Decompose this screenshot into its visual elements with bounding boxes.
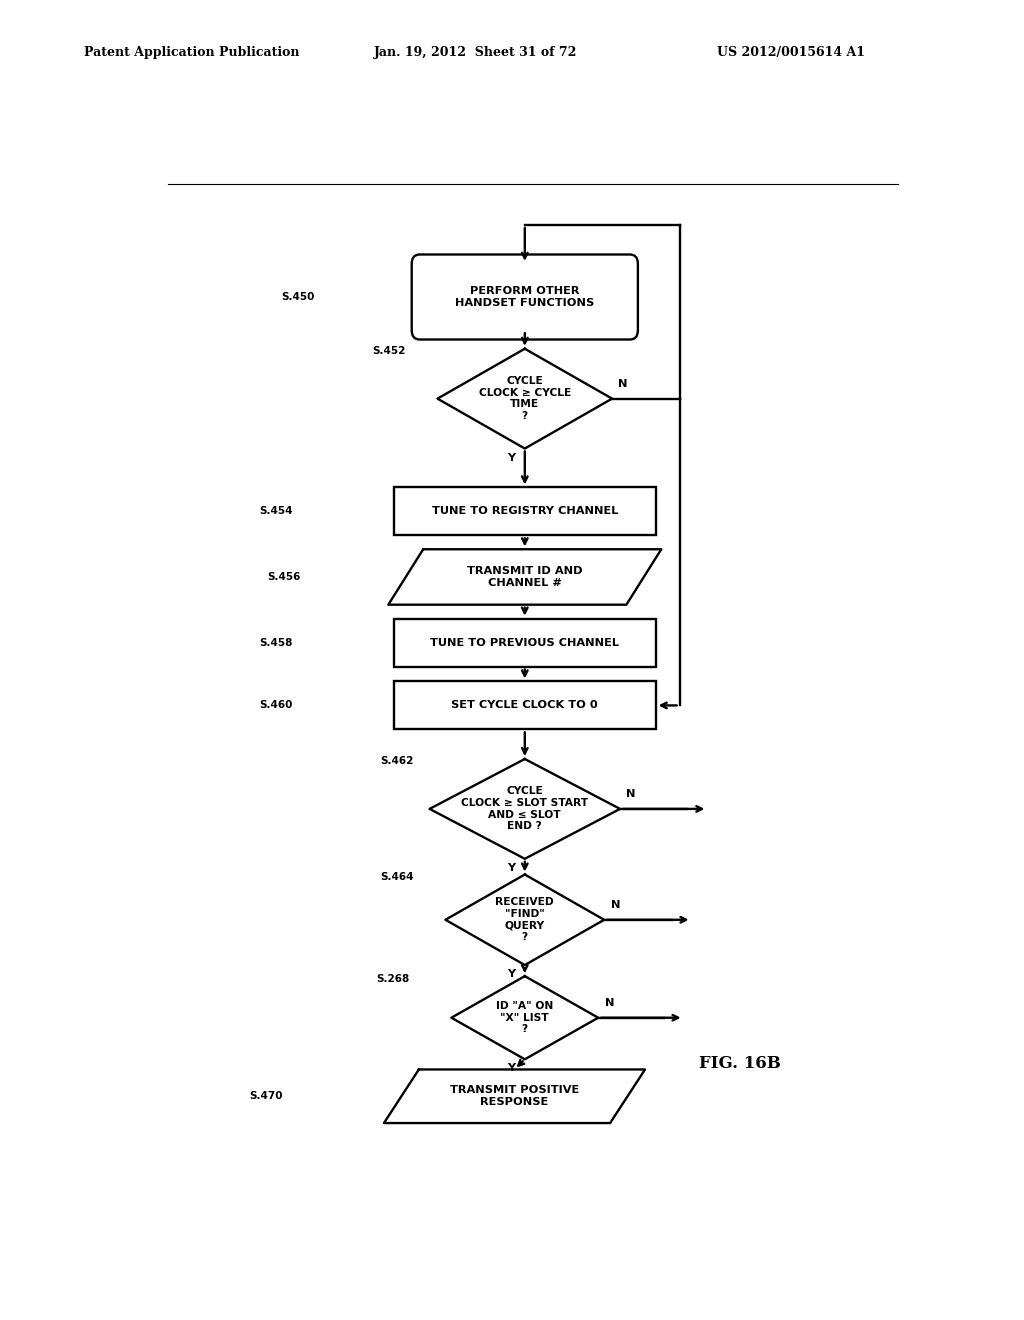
Polygon shape xyxy=(430,759,620,859)
Text: S.458: S.458 xyxy=(260,638,293,648)
Bar xyxy=(394,487,655,536)
Text: TRANSMIT ID AND
CHANNEL #: TRANSMIT ID AND CHANNEL # xyxy=(467,566,583,587)
Polygon shape xyxy=(388,549,662,605)
Bar xyxy=(394,681,655,730)
Text: N: N xyxy=(627,789,636,799)
Text: SET CYCLE CLOCK TO 0: SET CYCLE CLOCK TO 0 xyxy=(452,701,598,710)
Text: CYCLE
CLOCK ≥ SLOT START
AND ≤ SLOT
END ?: CYCLE CLOCK ≥ SLOT START AND ≤ SLOT END … xyxy=(461,787,589,832)
Text: S.464: S.464 xyxy=(380,873,414,882)
Text: RECEIVED
"FIND"
QUERY
?: RECEIVED "FIND" QUERY ? xyxy=(496,898,554,942)
Text: Jan. 19, 2012  Sheet 31 of 72: Jan. 19, 2012 Sheet 31 of 72 xyxy=(374,46,578,59)
Text: PERFORM OTHER
HANDSET FUNCTIONS: PERFORM OTHER HANDSET FUNCTIONS xyxy=(456,286,594,308)
Polygon shape xyxy=(452,977,598,1059)
Text: S.460: S.460 xyxy=(260,701,293,710)
Text: S.470: S.470 xyxy=(249,1092,283,1101)
Text: S.268: S.268 xyxy=(377,974,410,983)
FancyBboxPatch shape xyxy=(412,255,638,339)
Text: S.452: S.452 xyxy=(373,346,406,355)
Text: Patent Application Publication: Patent Application Publication xyxy=(84,46,299,59)
Text: N: N xyxy=(610,900,620,909)
Text: Y: Y xyxy=(507,453,515,462)
Text: S.456: S.456 xyxy=(267,572,301,582)
Text: FIG. 16B: FIG. 16B xyxy=(699,1056,781,1072)
Text: Y: Y xyxy=(507,863,515,873)
Text: US 2012/0015614 A1: US 2012/0015614 A1 xyxy=(717,46,865,59)
Text: S.462: S.462 xyxy=(380,756,414,766)
Text: Y: Y xyxy=(507,969,515,979)
Polygon shape xyxy=(437,348,612,449)
Text: TUNE TO PREVIOUS CHANNEL: TUNE TO PREVIOUS CHANNEL xyxy=(430,638,620,648)
Polygon shape xyxy=(445,875,604,965)
Text: ID "A" ON
"X" LIST
?: ID "A" ON "X" LIST ? xyxy=(497,1001,553,1035)
Text: TRANSMIT POSITIVE
RESPONSE: TRANSMIT POSITIVE RESPONSE xyxy=(450,1085,580,1107)
Text: N: N xyxy=(604,998,614,1007)
Polygon shape xyxy=(384,1069,645,1123)
Text: Y: Y xyxy=(507,1064,515,1073)
Text: S.454: S.454 xyxy=(259,507,293,516)
Text: S.450: S.450 xyxy=(282,292,314,302)
Text: TUNE TO REGISTRY CHANNEL: TUNE TO REGISTRY CHANNEL xyxy=(431,507,618,516)
Bar xyxy=(394,619,655,667)
Text: N: N xyxy=(618,379,628,388)
Text: CYCLE
CLOCK ≥ CYCLE
TIME
?: CYCLE CLOCK ≥ CYCLE TIME ? xyxy=(478,376,571,421)
